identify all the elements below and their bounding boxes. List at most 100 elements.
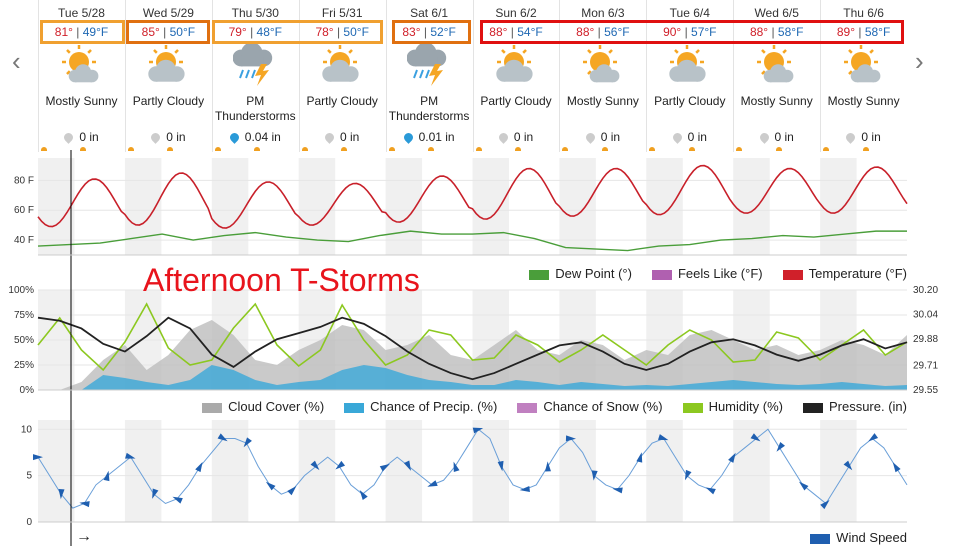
y-tick-label: 25%: [14, 360, 34, 371]
cloud-cover-area: [38, 320, 907, 390]
day-column[interactable]: Sat 6/1 83° | 52°F PM Thunderstorms 0.01…: [385, 0, 472, 152]
low-temp: 50°F: [343, 25, 369, 39]
sun-dot-icon: [688, 147, 695, 151]
day-condition: Partly Cloudy: [306, 94, 378, 108]
high-temp: 88°: [576, 25, 595, 39]
night-band: [646, 158, 683, 255]
legend-label: Wind Speed: [836, 530, 907, 545]
legend-label: Humidity (%): [708, 399, 783, 414]
wind-direction-arrow-icon: [403, 460, 411, 471]
y2-tick-label: 30.04: [913, 310, 938, 321]
wind-direction-arrow-icon: [359, 490, 368, 501]
partly-cloudy-icon: [146, 44, 192, 88]
wind-direction-arrow-icon: [868, 433, 879, 442]
day-date: Tue 5/28: [58, 6, 105, 20]
day-temps: 88° | 56°F: [576, 25, 630, 39]
mostly-sunny-icon: [580, 44, 626, 88]
day-condition: Partly Cloudy: [480, 94, 552, 108]
night-band: [472, 420, 509, 522]
sun-dot-icon: [167, 147, 174, 151]
legend-item[interactable]: Chance of Precip. (%): [344, 399, 497, 414]
legend-swatch: [517, 402, 538, 413]
legend-label: Dew Point (°): [555, 266, 632, 281]
y-tick-label: 10: [21, 424, 33, 435]
day-date: Sat 6/1: [410, 6, 449, 20]
legend-label: Feels Like (°F): [677, 266, 763, 281]
day-date: Sun 6/2: [495, 6, 537, 20]
day-condition: Partly Cloudy: [132, 94, 205, 108]
wind-legend: Wind Speed: [790, 530, 907, 545]
sun-dot-icon: [649, 147, 656, 151]
day-date: Fri 5/31: [321, 6, 363, 20]
highlight-box-dark-orange: [126, 20, 210, 44]
time-arrow: →: [76, 528, 92, 545]
thunderstorm-icon: [406, 42, 453, 88]
low-temp: 49°F: [82, 25, 109, 39]
legend-item[interactable]: Humidity (%): [682, 399, 783, 414]
night-band: [820, 158, 857, 255]
day-column[interactable]: Tue 5/28 81° | 49°F Mostly Sunny 0 in: [38, 0, 124, 152]
legend-item[interactable]: Pressure. (in): [802, 399, 907, 414]
day-precip: 0.04 in: [213, 130, 298, 145]
wind-direction-arrow-icon: [33, 454, 43, 461]
day-column[interactable]: Fri 5/31 78° | 50°F Partly Cloudy 0 in: [298, 0, 385, 152]
day-temps: 88° | 58°F: [749, 25, 804, 39]
day-condition: Mostly Sunny: [45, 94, 118, 108]
legend-label: Cloud Cover (%): [228, 399, 325, 414]
y-tick-label: 0: [26, 517, 32, 528]
day-column[interactable]: Wed 5/29 85° | 50°F Partly Cloudy 0 in: [124, 0, 211, 152]
legend-item[interactable]: Wind Speed: [810, 530, 907, 545]
y-tick-label: 50%: [14, 335, 34, 346]
legend-item[interactable]: Chance of Snow (%): [517, 399, 663, 414]
day-column[interactable]: Thu 5/30 79° | 48°F PM Thunderstorms 0.0…: [211, 0, 298, 152]
night-band: [559, 420, 596, 522]
night-band: [38, 158, 75, 255]
day-column[interactable]: Wed 6/5 88° | 58°F Mostly Sunny 0 in: [733, 0, 819, 152]
day-temps: 85° | 50°F: [141, 25, 196, 39]
sun-dot-icon: [388, 147, 395, 151]
day-column[interactable]: Sun 6/2 88° | 54°F Partly Cloudy 0 in: [472, 0, 559, 152]
day-condition: Mostly Sunny: [740, 94, 813, 108]
high-temp: 88°: [749, 25, 769, 39]
day-date: Tue 6/4: [669, 6, 710, 20]
legend-swatch: [810, 533, 831, 544]
legend-swatch: [682, 402, 703, 413]
wind-direction-arrow-icon: [217, 433, 228, 442]
sun-dot-icon: [41, 147, 47, 151]
legend-item[interactable]: Dew Point (°): [529, 266, 632, 281]
sun-dot-icon: [301, 147, 308, 151]
wind-direction-arrow-icon: [103, 470, 110, 482]
sun-dot-icon: [514, 147, 521, 151]
legend-item[interactable]: Cloud Cover (%): [202, 399, 324, 414]
day-column[interactable]: Thu 6/6 89° | 58°F Mostly Sunny 0 in: [820, 0, 906, 152]
day-precip: 0.01 in: [387, 130, 472, 145]
day-date: Wed 6/5: [754, 6, 799, 20]
wind-direction-arrow-icon: [58, 488, 65, 500]
day-precip: 0 in: [734, 130, 819, 145]
legend-item[interactable]: Temperature (°F): [782, 266, 907, 281]
night-band: [211, 420, 249, 522]
high-temp: 90°: [663, 25, 682, 39]
sun-dot-icon: [601, 147, 608, 151]
wind-direction-arrow-icon: [335, 460, 346, 470]
next-arrow-icon[interactable]: ›: [915, 46, 924, 76]
day-precip: 0 in: [300, 130, 385, 145]
previous-arrow-icon[interactable]: ‹: [12, 46, 21, 76]
day-column[interactable]: Tue 6/4 90° | 57°F Partly Cloudy 0 in: [646, 0, 732, 152]
sun-dot-icon: [127, 147, 134, 151]
legend-swatch: [651, 269, 672, 280]
high-temp: 81°: [54, 25, 73, 39]
day-column[interactable]: Mon 6/3 88° | 56°F Mostly Sunny 0 in: [559, 0, 645, 152]
legend-item[interactable]: Feels Like (°F): [651, 266, 763, 281]
wind-direction-arrow-icon: [657, 434, 669, 441]
day-temps: 89° | 58°F: [836, 25, 891, 39]
wind-direction-arrow-icon: [519, 486, 530, 493]
day-precip: 0 in: [647, 130, 732, 145]
high-temp: 85°: [141, 25, 160, 39]
day-temps: 81° | 49°F: [54, 25, 109, 39]
legend-label: Pressure. (in): [828, 399, 907, 414]
wind-direction-arrow-icon: [684, 469, 692, 481]
night-band: [298, 420, 336, 522]
high-temp: 83°: [402, 25, 421, 39]
wind-direction-arrow-icon: [125, 452, 136, 459]
